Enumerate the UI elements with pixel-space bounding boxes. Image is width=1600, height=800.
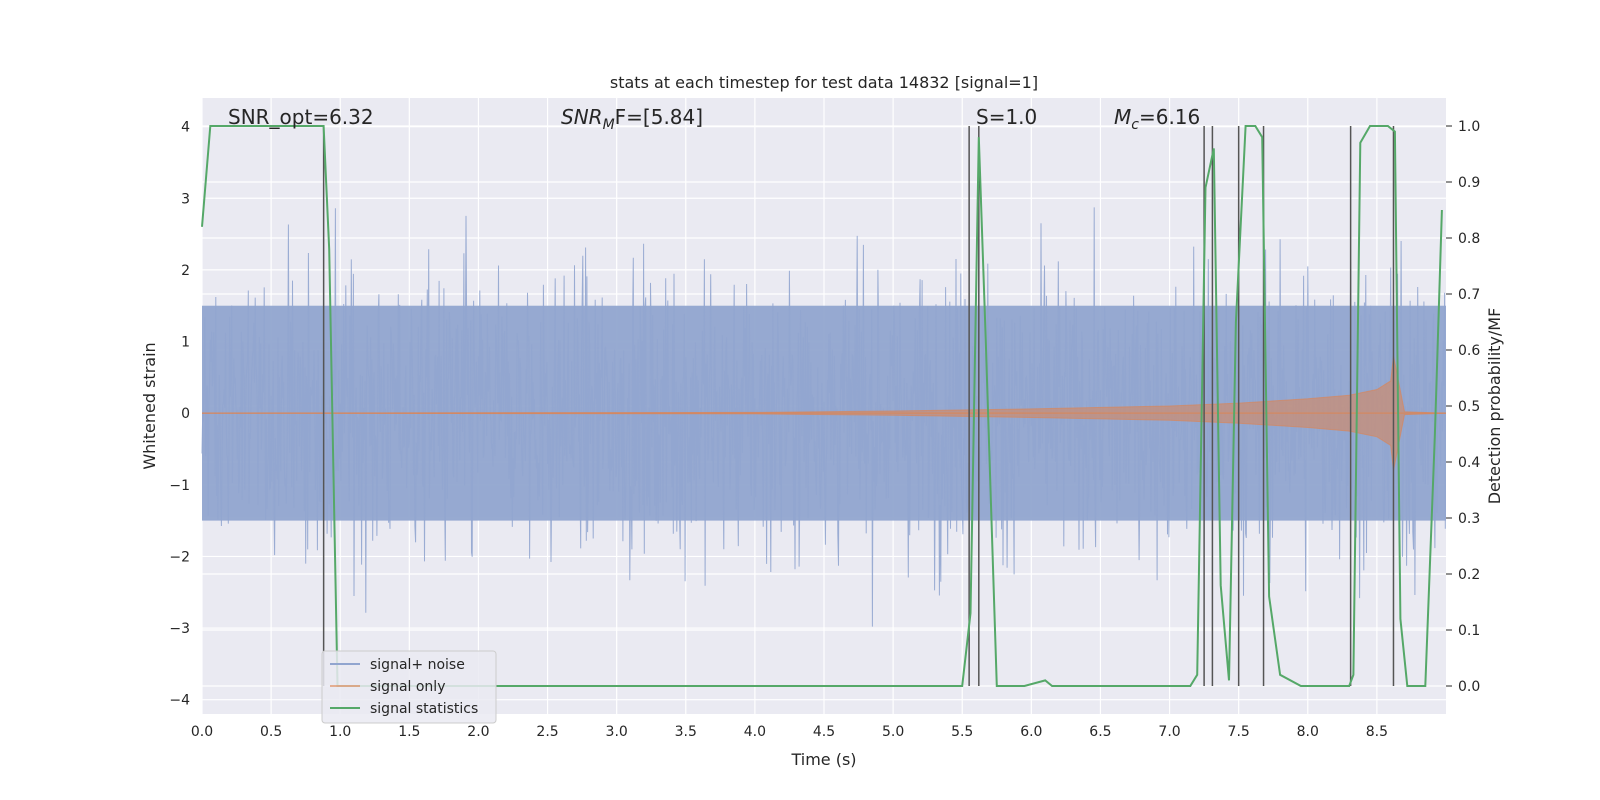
x-tick-label: 7.0 (1158, 724, 1180, 740)
y2-tick-label: 0.2 (1458, 567, 1480, 583)
x-tick-label: 4.0 (744, 724, 766, 740)
y-axis-ticks: 4 3 2 1 0 −1 −2 −3 −4 (169, 120, 190, 709)
x-tick-label: 8.5 (1366, 724, 1388, 740)
y-tick-label: 2 (181, 263, 190, 279)
y2-tick-label: 0.3 (1458, 511, 1480, 527)
x-tick-label: 2.5 (536, 724, 558, 740)
y-tick-label: −2 (169, 549, 190, 565)
y-tick-label: −3 (169, 621, 190, 637)
mc-main: M (1114, 105, 1131, 129)
s-label: S=1.0 (976, 105, 1037, 129)
annotation-snr-opt: SNR_opt=6.32 (228, 105, 374, 129)
y2-tick-label: 0.8 (1458, 231, 1480, 247)
x-tick-label: 5.0 (882, 724, 904, 740)
snr-mf-main: SNR (561, 105, 603, 129)
legend-label-signal: signal only (370, 679, 445, 695)
mc-rest: =6.16 (1139, 105, 1200, 129)
y-tick-label: −1 (169, 478, 190, 494)
y2-tick-label: 0.9 (1458, 175, 1480, 191)
x-tick-label: 6.0 (1020, 724, 1042, 740)
snr-mf-sub: M (603, 117, 615, 133)
annotation-mc: Mc=6.16 (1114, 105, 1200, 133)
x-tick-label: 7.5 (1228, 724, 1250, 740)
x-tick-label: 3.0 (606, 724, 628, 740)
legend-label-stats: signal statistics (370, 701, 478, 717)
y2-tick-label: 0.6 (1458, 343, 1480, 359)
x-axis-label: Time (s) (790, 750, 856, 769)
x-tick-label: 0.5 (260, 724, 282, 740)
x-tick-label: 1.5 (398, 724, 420, 740)
y-tick-label: −4 (169, 693, 190, 709)
y-axis-label: Whitened strain (140, 342, 159, 469)
y-tick-label: 3 (181, 191, 190, 207)
y-tick-label: 1 (181, 335, 190, 351)
y2-tick-label: 0.1 (1458, 623, 1480, 639)
x-tick-label: 2.0 (467, 724, 489, 740)
x-tick-label: 1.0 (329, 724, 351, 740)
y2-axis-label: Detection probability/MF (1485, 308, 1504, 505)
y2-tick-label: 1.0 (1458, 119, 1480, 135)
x-axis-ticks: 0.0 0.5 1.0 1.5 2.0 2.5 3.0 3.5 4.0 4.5 5.0 5.5 6.0 6… (191, 724, 1388, 740)
y2-tick-label: 0.0 (1458, 679, 1480, 695)
y2-tick-label: 0.5 (1458, 399, 1480, 415)
x-tick-label: 3.5 (675, 724, 697, 740)
y-tick-label: 4 (181, 120, 190, 136)
x-tick-label: 6.5 (1089, 724, 1111, 740)
x-tick-label: 5.5 (951, 724, 973, 740)
chart-title: stats at each timestep for test data 148… (610, 73, 1038, 92)
legend-label-noise: signal+ noise (370, 657, 465, 673)
legend: signal+ noise signal only signal statist… (321, 650, 497, 724)
x-tick-label: 8.0 (1297, 724, 1319, 740)
y2-tick-label: 0.7 (1458, 287, 1480, 303)
x-tick-label: 4.5 (813, 724, 835, 740)
y2-tick-label: 0.4 (1458, 455, 1480, 471)
x-tick-label: 0.0 (191, 724, 213, 740)
annotation-snr-mf: SNRMF=[5.84] (561, 105, 703, 133)
legend-box (321, 650, 497, 724)
snr-mf-rest: F=[5.84] (615, 105, 703, 129)
annotation-s: S=1.0 (976, 105, 1037, 129)
mc-sub: c (1131, 117, 1139, 133)
y2-axis-ticks: 1.0 0.9 0.8 0.7 0.6 0.5 0.4 0.3 0.2 0.1 0.0 (1446, 119, 1480, 695)
y-tick-label: 0 (181, 406, 190, 422)
